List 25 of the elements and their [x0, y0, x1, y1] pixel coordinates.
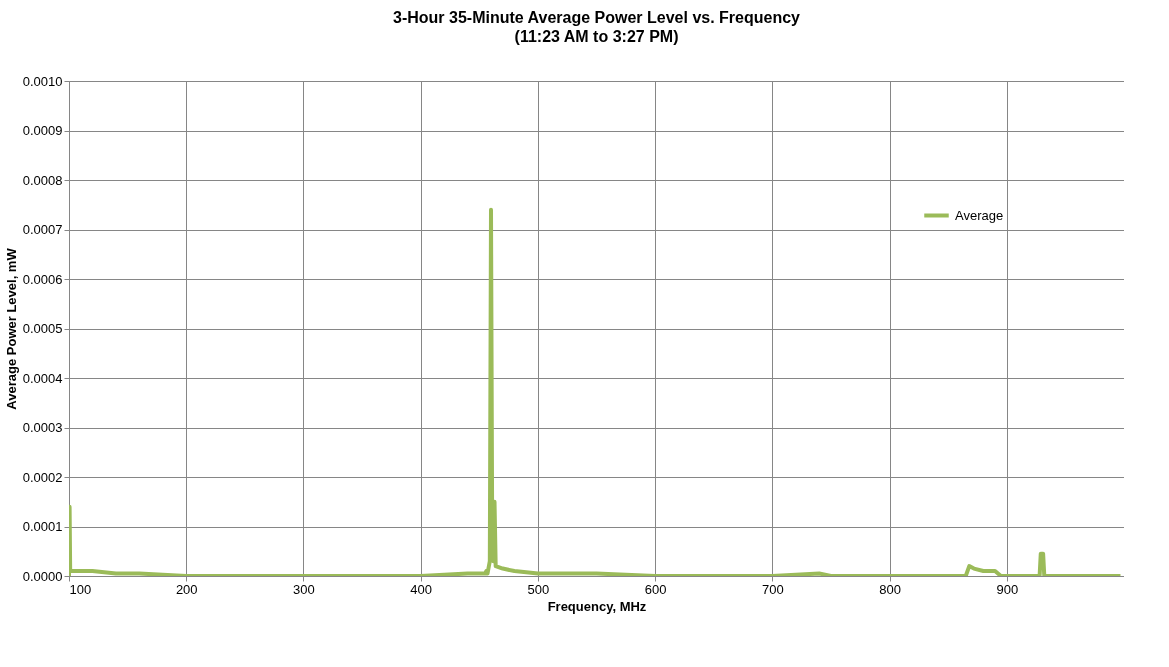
- y-tick-label: 0.0005: [22, 321, 63, 336]
- y-tick-label: 0.0009: [22, 123, 63, 138]
- x-tick-label: 100: [69, 581, 92, 597]
- x-tick-label: 800: [879, 581, 901, 597]
- y-tick-label: 0.0001: [22, 519, 63, 534]
- y-tick-label: 0.0006: [22, 271, 63, 287]
- x-axis-title: Frequency, MHz: [547, 598, 647, 614]
- x-tick-label: 500: [527, 581, 550, 597]
- y-tick-label: 0.0008: [22, 172, 63, 188]
- y-axis-title: Average Power Level, mW: [3, 247, 19, 410]
- y-tick-label: 0.0002: [22, 469, 63, 485]
- x-tick-label: 600: [644, 581, 667, 597]
- y-tick-label: 0.0003: [22, 420, 63, 435]
- chart-title: 3-Hour 35-Minute Average Power Level vs. Frequency: [393, 9, 801, 26]
- chart-subtitle: (11:23 AM to 3:27 PM): [514, 28, 679, 45]
- x-tick-label: 900: [996, 581, 1019, 597]
- x-tick-label: 200: [175, 581, 198, 597]
- y-tick-label: 0.0007: [22, 222, 63, 237]
- x-tick-label: 700: [761, 581, 784, 597]
- x-tick-label: 400: [410, 581, 433, 597]
- legend-label: Average: [955, 207, 1004, 223]
- y-tick-label: 0.0004: [22, 370, 63, 386]
- y-tick-label: 0.0000: [22, 568, 63, 584]
- x-tick-label: 300: [293, 581, 315, 597]
- y-tick-label: 0.0010: [22, 73, 63, 89]
